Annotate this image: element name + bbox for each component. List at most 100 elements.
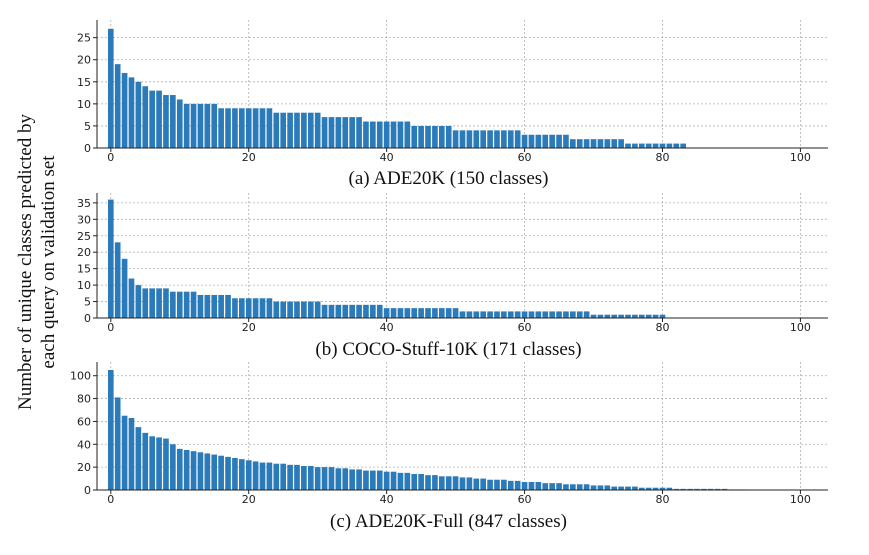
bar bbox=[514, 311, 521, 318]
bar bbox=[273, 463, 280, 490]
bar bbox=[121, 258, 128, 318]
bar bbox=[438, 308, 445, 318]
bar bbox=[383, 308, 390, 318]
bar bbox=[570, 311, 576, 318]
panel-caption: (c) ADE20K-Full (847 classes) bbox=[330, 511, 567, 532]
bar bbox=[245, 298, 252, 318]
bar bbox=[459, 311, 466, 318]
bar bbox=[680, 143, 687, 148]
y-tick-label: 25 bbox=[77, 230, 91, 243]
bar bbox=[618, 486, 624, 490]
bar bbox=[314, 467, 321, 490]
bar bbox=[604, 314, 611, 318]
bar bbox=[563, 134, 569, 148]
bar bbox=[170, 95, 176, 148]
y-tick-label: 30 bbox=[77, 213, 91, 226]
bar bbox=[183, 291, 190, 318]
bar bbox=[135, 81, 142, 148]
bar bbox=[556, 483, 562, 490]
bar bbox=[190, 451, 197, 490]
y-tick-label: 100 bbox=[70, 370, 91, 383]
bar bbox=[232, 108, 238, 148]
bar bbox=[666, 143, 673, 148]
y-tick-label: 15 bbox=[77, 263, 91, 276]
y-tick-label: 25 bbox=[77, 32, 91, 45]
bar bbox=[238, 298, 245, 318]
bar bbox=[583, 139, 590, 148]
bar bbox=[611, 139, 618, 148]
bar bbox=[397, 308, 404, 318]
bar bbox=[480, 130, 487, 148]
bar bbox=[432, 125, 438, 148]
bar bbox=[673, 488, 680, 490]
bar bbox=[363, 304, 369, 318]
bar bbox=[597, 314, 604, 318]
bar bbox=[314, 112, 321, 148]
bar bbox=[259, 462, 266, 490]
bar bbox=[521, 311, 528, 318]
bar bbox=[128, 77, 135, 148]
bar bbox=[370, 121, 376, 148]
bar bbox=[176, 448, 183, 490]
x-tick-label: 40 bbox=[380, 321, 394, 334]
bar bbox=[707, 488, 714, 490]
y-tick-label: 80 bbox=[77, 393, 91, 406]
bar bbox=[232, 458, 238, 490]
bar bbox=[466, 130, 473, 148]
bar bbox=[170, 444, 176, 490]
bar bbox=[397, 121, 404, 148]
bar bbox=[218, 294, 224, 318]
bar bbox=[128, 278, 135, 318]
bar bbox=[349, 304, 355, 318]
bar bbox=[618, 314, 624, 318]
bar bbox=[501, 130, 507, 148]
panel-caption: (a) ADE20K (150 classes) bbox=[349, 168, 549, 189]
bar bbox=[611, 314, 618, 318]
bar bbox=[287, 301, 293, 318]
bar bbox=[383, 121, 390, 148]
bar bbox=[590, 139, 597, 148]
bar bbox=[645, 487, 652, 490]
bar bbox=[618, 139, 624, 148]
bar bbox=[252, 108, 259, 148]
bar bbox=[625, 486, 631, 490]
bar bbox=[335, 468, 342, 490]
bar bbox=[452, 130, 459, 148]
bar bbox=[266, 298, 273, 318]
bar bbox=[197, 294, 204, 318]
bar bbox=[321, 467, 328, 490]
bar bbox=[701, 488, 707, 490]
bar bbox=[211, 454, 218, 490]
bar bbox=[287, 464, 293, 490]
bar bbox=[514, 480, 521, 490]
bar bbox=[535, 311, 542, 318]
bar bbox=[652, 314, 659, 318]
bar bbox=[225, 294, 231, 318]
bar bbox=[404, 472, 411, 490]
bar bbox=[280, 463, 287, 490]
bar bbox=[659, 487, 666, 490]
bar bbox=[666, 487, 673, 490]
bar bbox=[404, 308, 411, 318]
bar bbox=[245, 460, 252, 490]
bar bbox=[535, 482, 542, 490]
bar bbox=[425, 308, 431, 318]
bar bbox=[301, 112, 307, 148]
bar bbox=[335, 117, 342, 148]
bar bbox=[535, 134, 542, 148]
bar bbox=[473, 311, 480, 318]
bar bbox=[280, 112, 287, 148]
bar bbox=[487, 479, 493, 490]
bar bbox=[473, 478, 480, 490]
bar bbox=[590, 485, 597, 490]
bar bbox=[328, 304, 335, 318]
bar bbox=[190, 291, 197, 318]
bar bbox=[542, 483, 549, 490]
bar bbox=[570, 484, 576, 490]
y-tick-label: 10 bbox=[77, 98, 91, 111]
bar bbox=[487, 311, 493, 318]
x-tick-label: 0 bbox=[107, 321, 114, 334]
panel-coco-stuff: 0 5 10 15 20 25 30 35 0 20 40 60 80 100 (b) COCO-Stuff… bbox=[77, 193, 828, 360]
bar bbox=[438, 476, 445, 490]
bar bbox=[349, 469, 355, 490]
